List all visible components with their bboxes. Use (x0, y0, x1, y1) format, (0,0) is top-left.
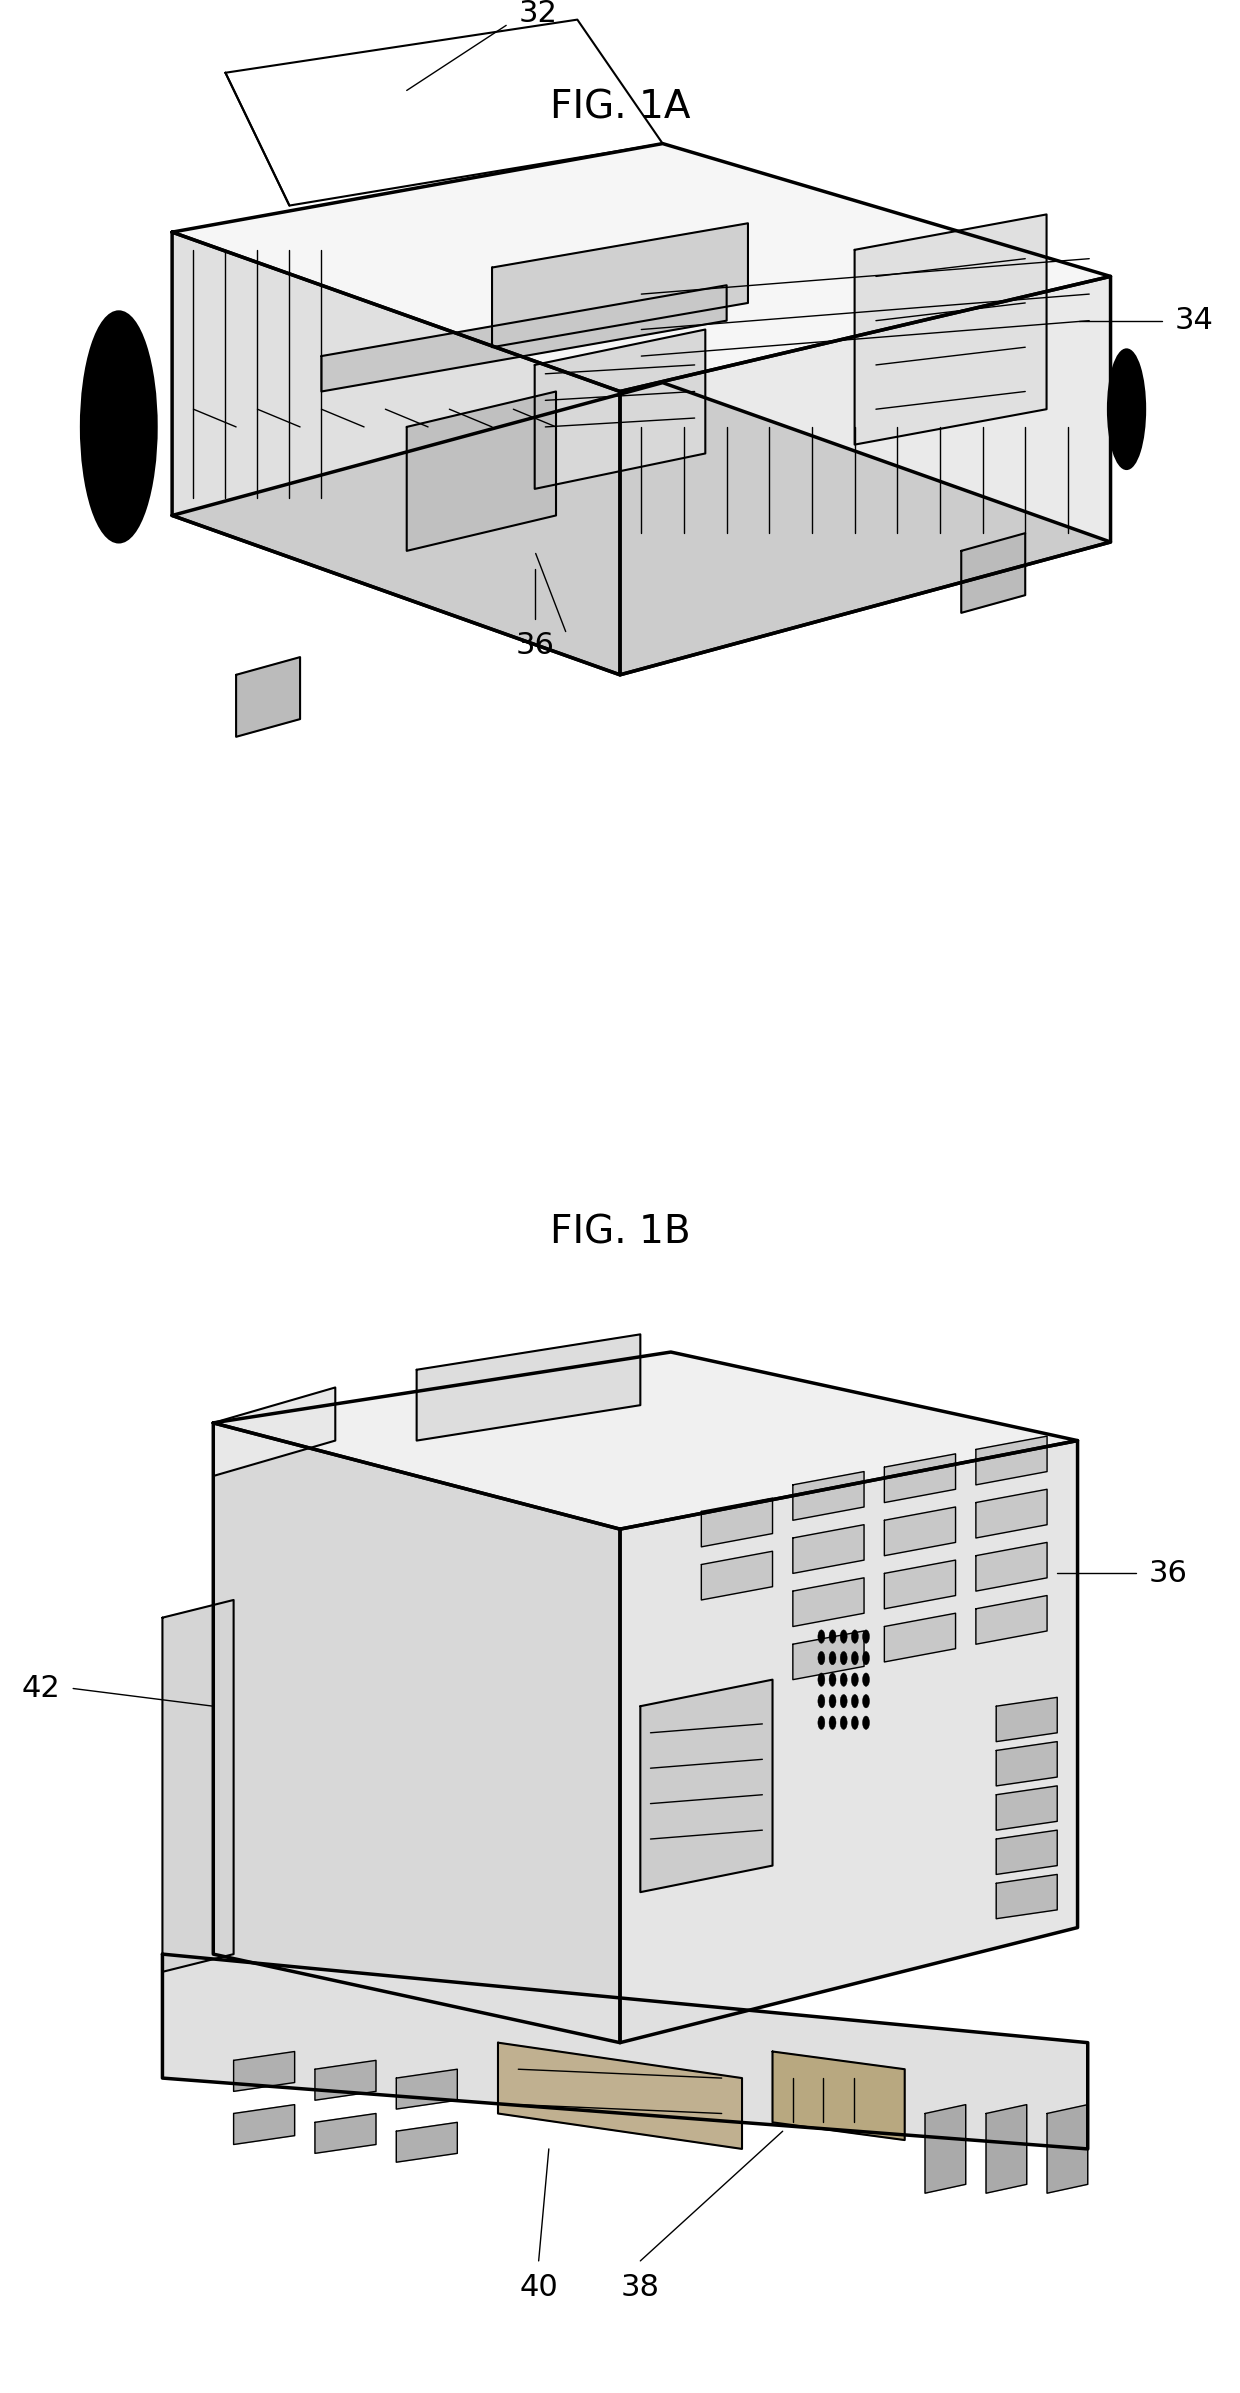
Polygon shape (534, 330, 706, 488)
Ellipse shape (841, 1694, 847, 1709)
Polygon shape (315, 2113, 376, 2154)
Polygon shape (976, 1543, 1047, 1591)
Polygon shape (702, 1551, 773, 1601)
Polygon shape (961, 534, 1025, 613)
Ellipse shape (841, 1630, 847, 1644)
Polygon shape (884, 1455, 956, 1503)
Polygon shape (492, 223, 748, 347)
Polygon shape (213, 1388, 335, 1476)
Polygon shape (996, 1874, 1058, 1919)
Polygon shape (996, 1785, 1058, 1831)
Polygon shape (1047, 2106, 1087, 2192)
Ellipse shape (852, 1651, 858, 1666)
Ellipse shape (818, 1630, 825, 1644)
Polygon shape (702, 1498, 773, 1546)
Text: FIG. 1B: FIG. 1B (549, 1213, 691, 1252)
Text: 42: 42 (22, 1675, 61, 1704)
Ellipse shape (830, 1673, 836, 1687)
Ellipse shape (818, 1716, 825, 1730)
Polygon shape (640, 1680, 773, 1893)
Polygon shape (854, 215, 1047, 445)
Ellipse shape (863, 1716, 869, 1730)
Ellipse shape (841, 1651, 847, 1666)
Polygon shape (996, 1831, 1058, 1874)
Ellipse shape (830, 1630, 836, 1644)
Polygon shape (925, 2106, 966, 2192)
Ellipse shape (87, 328, 151, 526)
Ellipse shape (99, 364, 139, 488)
Ellipse shape (97, 359, 141, 495)
Polygon shape (236, 658, 300, 737)
Ellipse shape (92, 342, 146, 512)
Polygon shape (315, 2060, 376, 2101)
Ellipse shape (863, 1673, 869, 1687)
Polygon shape (884, 1560, 956, 1608)
Polygon shape (397, 2123, 458, 2163)
Polygon shape (172, 144, 1111, 392)
Ellipse shape (841, 1716, 847, 1730)
Polygon shape (162, 1601, 233, 1972)
Polygon shape (773, 2051, 905, 2139)
Polygon shape (792, 1524, 864, 1575)
Polygon shape (407, 392, 556, 550)
Ellipse shape (852, 1673, 858, 1687)
Ellipse shape (852, 1716, 858, 1730)
Text: FIG. 1A: FIG. 1A (549, 89, 691, 127)
Ellipse shape (102, 373, 136, 481)
Polygon shape (417, 1335, 640, 1441)
Polygon shape (213, 1352, 1078, 1529)
Ellipse shape (818, 1673, 825, 1687)
Ellipse shape (852, 1630, 858, 1644)
Text: 36: 36 (516, 632, 554, 660)
Ellipse shape (863, 1630, 869, 1644)
Ellipse shape (852, 1694, 858, 1709)
Ellipse shape (841, 1673, 847, 1687)
Polygon shape (620, 1441, 1078, 2044)
Text: 34: 34 (1174, 306, 1214, 335)
Ellipse shape (863, 1651, 869, 1666)
Polygon shape (986, 2106, 1027, 2192)
Polygon shape (498, 2044, 742, 2149)
Polygon shape (172, 232, 620, 675)
Ellipse shape (830, 1651, 836, 1666)
Ellipse shape (1109, 349, 1146, 469)
Ellipse shape (82, 311, 156, 541)
Ellipse shape (818, 1651, 825, 1666)
Ellipse shape (818, 1694, 825, 1709)
Polygon shape (397, 2070, 458, 2108)
Polygon shape (172, 383, 1111, 675)
Ellipse shape (82, 311, 156, 541)
Polygon shape (976, 1596, 1047, 1644)
Ellipse shape (107, 388, 131, 464)
Polygon shape (233, 2051, 295, 2091)
Text: 38: 38 (621, 2273, 660, 2302)
Polygon shape (976, 1436, 1047, 1484)
Polygon shape (884, 1508, 956, 1555)
Polygon shape (884, 1613, 956, 1661)
Text: 36: 36 (1148, 1558, 1188, 1589)
Text: 40: 40 (520, 2273, 558, 2302)
Polygon shape (213, 1424, 620, 2044)
Polygon shape (792, 1577, 864, 1627)
Polygon shape (792, 1472, 864, 1520)
Text: 32: 32 (518, 0, 558, 29)
Polygon shape (233, 2106, 295, 2144)
Polygon shape (620, 278, 1111, 675)
Polygon shape (226, 19, 662, 206)
Polygon shape (321, 285, 727, 392)
Ellipse shape (863, 1694, 869, 1709)
Ellipse shape (830, 1716, 836, 1730)
Polygon shape (162, 1955, 1087, 2149)
Polygon shape (996, 1742, 1058, 1785)
Polygon shape (976, 1488, 1047, 1539)
Polygon shape (996, 1697, 1058, 1742)
Ellipse shape (830, 1694, 836, 1709)
Polygon shape (792, 1632, 864, 1680)
